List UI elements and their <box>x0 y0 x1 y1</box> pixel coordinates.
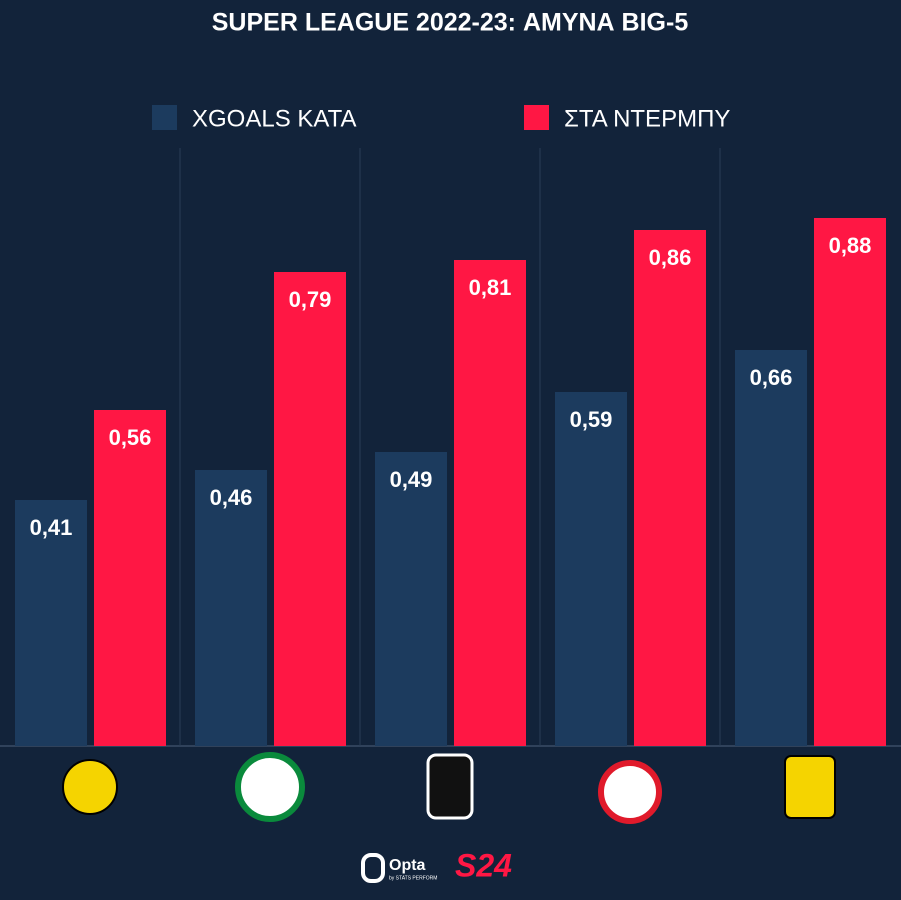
legend-swatch <box>152 105 177 130</box>
legend-label: ΣΤΑ ΝΤΕΡΜΠΥ <box>564 105 730 132</box>
team-logo <box>62 759 118 815</box>
chart-title: SUPER LEAGUE 2022-23: ΑΜΥΝΑ BIG-5 <box>212 9 689 37</box>
value-label: 0,59 <box>570 407 613 432</box>
team-logo <box>426 753 474 820</box>
legend-swatch <box>524 105 549 130</box>
logos <box>62 752 836 824</box>
value-label: 0,56 <box>109 425 152 450</box>
bar <box>735 350 807 746</box>
team-logo <box>235 752 305 822</box>
value-label: 0,46 <box>210 485 253 510</box>
bar <box>94 410 166 746</box>
bar <box>555 392 627 746</box>
value-label: 0,79 <box>289 287 332 312</box>
footer: Opta by STATS PERFORM S24 <box>361 847 512 883</box>
legend: XGOALS ΚΑΤΑ ΣΤΑ ΝΤΕΡΜΠΥ <box>152 105 730 132</box>
footer-site: S24 <box>455 847 512 883</box>
team-logo <box>598 760 662 824</box>
legend-label: XGOALS ΚΑΤΑ <box>192 105 357 132</box>
team-logo <box>784 755 836 819</box>
bar <box>375 452 447 746</box>
value-label: 0,41 <box>30 515 73 540</box>
bar <box>274 272 346 746</box>
value-label: 0,66 <box>750 365 793 390</box>
footer-sub: by STATS PERFORM <box>389 875 437 881</box>
value-label: 0,86 <box>649 245 692 270</box>
bar <box>814 218 886 746</box>
value-label: 0,81 <box>469 275 512 300</box>
bar <box>454 260 526 746</box>
value-label: 0,88 <box>829 233 872 258</box>
footer-brand: Opta <box>389 857 426 874</box>
opta-icon <box>361 853 385 883</box>
value-label: 0,49 <box>390 467 433 492</box>
bar <box>195 470 267 746</box>
bar <box>634 230 706 746</box>
bar <box>15 500 87 746</box>
